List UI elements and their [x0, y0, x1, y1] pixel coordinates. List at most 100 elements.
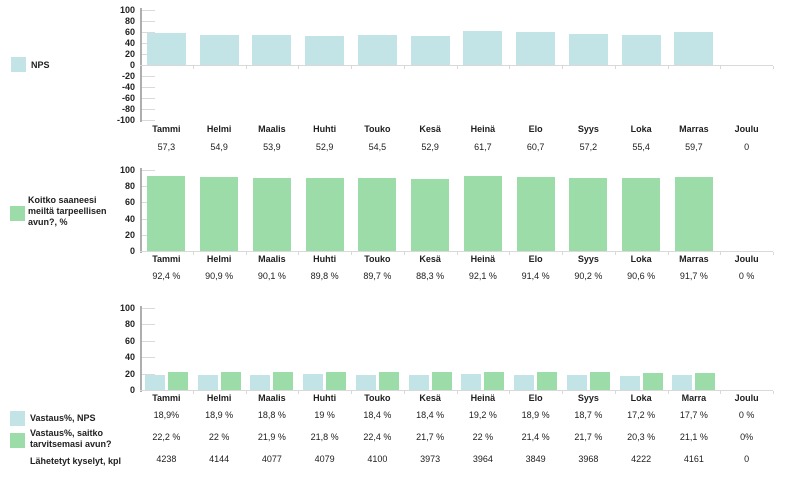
x-baseline — [140, 390, 773, 391]
bar — [431, 372, 452, 390]
month-label: Elo — [528, 254, 543, 264]
y-tick-line — [142, 76, 155, 77]
column-boundary-tick — [456, 252, 458, 255]
bar — [355, 374, 376, 390]
y-tick-label: 100 — [119, 5, 135, 15]
bar — [273, 372, 294, 390]
value-cell: 18,9 % — [205, 410, 234, 420]
column-boundary-tick — [298, 252, 300, 255]
column-boundary-tick — [720, 252, 722, 255]
y-tick-label: 100 — [119, 303, 135, 313]
value-cell: 19 % — [314, 410, 335, 420]
value-cell: 18,4 % — [363, 410, 392, 420]
y-tick-label: 0 — [129, 246, 135, 256]
response-help-legend-label: Vastaus%, saitko tarvitsemasi avun? — [30, 428, 112, 450]
value-cell: 19,2 % — [468, 410, 497, 420]
bar — [463, 31, 503, 65]
value-cell: 17,7 % — [679, 410, 708, 420]
y-tick-label: -100 — [116, 115, 135, 125]
column-boundary-tick — [773, 252, 774, 255]
legend-line: meiltä tarpeellisen — [28, 206, 107, 216]
nps-legend-swatch — [11, 57, 26, 72]
column-boundary-tick — [245, 391, 247, 394]
value-cell: 54,5 — [368, 142, 387, 152]
column-boundary-tick — [351, 391, 352, 394]
month-label: Touko — [364, 124, 391, 134]
month-label: Maalis — [258, 254, 286, 264]
value-cell: 20,3 % — [627, 432, 656, 442]
column-boundary-tick — [298, 66, 300, 69]
column-boundary-tick — [403, 66, 405, 69]
bar — [197, 374, 218, 390]
bar — [220, 371, 241, 390]
y-tick-line — [142, 373, 155, 375]
bar — [514, 374, 535, 390]
value-cell: 57,3 — [157, 142, 176, 152]
column-boundary-tick — [192, 66, 194, 69]
bar — [305, 178, 344, 251]
bar — [200, 177, 239, 251]
value-cell: 4222 — [631, 454, 652, 464]
bar — [622, 177, 661, 251]
bar — [569, 177, 608, 251]
month-label: Syys — [577, 254, 599, 264]
month-label: Syys — [577, 124, 599, 134]
y-tick-label: 20 — [124, 368, 135, 379]
month-label: Huhti — [313, 393, 337, 403]
column-boundary-tick — [403, 391, 405, 394]
bar — [674, 176, 713, 251]
value-cell: 54,9 — [210, 142, 228, 152]
month-label: Helmi — [206, 254, 232, 264]
y-tick-label: 80 — [124, 181, 135, 192]
bar — [252, 178, 291, 251]
help-received-legend-label: Koitko saaneesi meiltä tarpeellisen avun… — [28, 195, 107, 228]
legend-line: Koitko saaneesi — [28, 195, 97, 205]
bar — [147, 176, 186, 251]
value-cell: 88,3 % — [416, 271, 445, 281]
value-cell: 90,1 % — [257, 271, 286, 281]
month-label: Joulu — [734, 124, 759, 134]
value-cell: 22,2 % — [152, 432, 181, 442]
value-cell: 0% — [740, 432, 754, 442]
y-tick-label: 60 — [124, 197, 135, 208]
bar — [672, 375, 693, 390]
bar — [589, 372, 610, 390]
value-cell: 0 — [744, 454, 750, 464]
value-cell: 53,9 — [263, 142, 281, 152]
month-label: Kesä — [419, 254, 441, 264]
y-tick-label: -60 — [121, 93, 135, 103]
value-cell: 21,7 % — [416, 432, 445, 442]
bar — [357, 35, 397, 65]
bar — [621, 34, 661, 65]
month-label: Heinä — [470, 124, 496, 134]
column-boundary-tick — [667, 66, 669, 69]
bar — [305, 35, 345, 65]
value-cell: 0 % — [738, 410, 755, 420]
column-boundary-tick — [351, 252, 352, 255]
bar — [619, 375, 640, 390]
column-boundary-tick — [720, 66, 722, 69]
value-cell: 0 — [744, 142, 750, 152]
y-tick-label: 20 — [124, 49, 135, 59]
month-label: Maalis — [258, 393, 286, 403]
y-tick-line — [142, 340, 155, 342]
column-boundary-tick — [614, 66, 616, 69]
value-cell: 91,7 % — [679, 271, 708, 281]
month-label: Heinä — [470, 393, 496, 403]
bar — [167, 371, 188, 390]
column-boundary-tick — [562, 252, 563, 255]
y-tick-label: -20 — [121, 71, 135, 81]
value-cell: 22 % — [472, 432, 494, 442]
bar — [303, 374, 324, 390]
month-label: Syys — [577, 393, 599, 403]
bar — [252, 35, 292, 65]
column-boundary-tick — [773, 391, 774, 394]
y-tick-line — [142, 10, 155, 11]
value-cell: 21,8 % — [310, 432, 339, 442]
bar — [537, 372, 558, 390]
value-cell: 52,9 — [315, 142, 334, 152]
column-boundary-tick — [245, 66, 247, 69]
bar — [199, 34, 239, 65]
y-tick-line — [142, 98, 155, 99]
month-label: Helmi — [206, 124, 232, 134]
